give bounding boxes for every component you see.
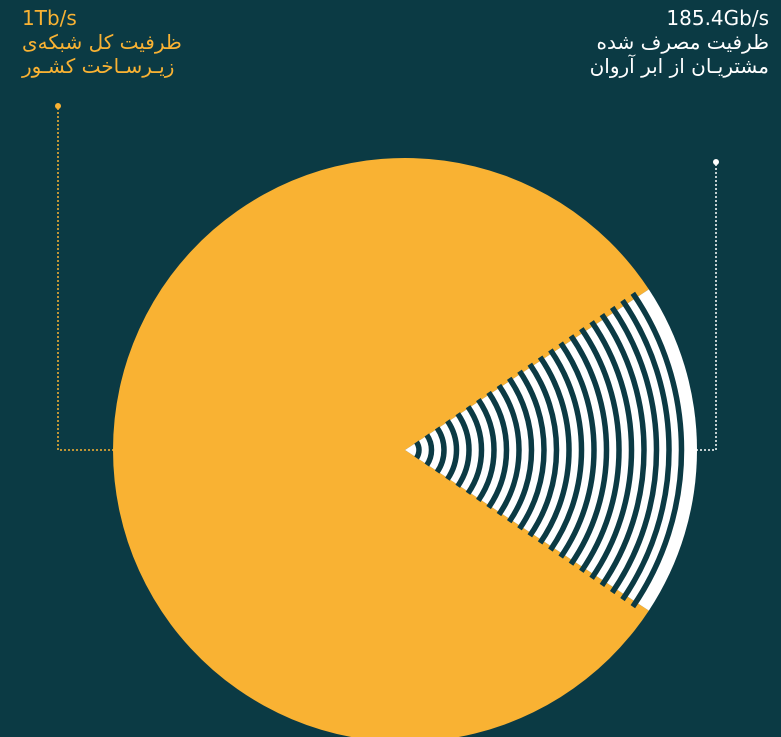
stripe bbox=[434, 426, 447, 474]
stripe bbox=[486, 390, 510, 510]
stripe bbox=[568, 334, 610, 566]
stripe bbox=[517, 369, 547, 531]
stripe bbox=[476, 398, 497, 502]
stripe bbox=[558, 341, 597, 559]
stripe bbox=[548, 348, 585, 552]
category-label: ظرفیت مصرف شده bbox=[596, 30, 769, 54]
stripe bbox=[537, 355, 572, 545]
total-label: 1Tb/s ظرفیت کل شبکه‌ی زیـرسـاخت کشـور bbox=[22, 6, 182, 78]
stripe bbox=[445, 419, 460, 481]
used-label: 185.4Gb/s ظرفیت مصرف شده مشتریـان از ابر… bbox=[590, 6, 769, 78]
stripe bbox=[424, 433, 435, 467]
stripe bbox=[589, 320, 635, 580]
leader-dot bbox=[713, 159, 719, 165]
stripe bbox=[599, 313, 647, 587]
category-label: زیـرسـاخت کشـور bbox=[22, 54, 175, 78]
value-label: 1Tb/s bbox=[22, 6, 77, 30]
stripe bbox=[620, 298, 672, 602]
stripe bbox=[506, 376, 535, 524]
stripe bbox=[455, 412, 472, 488]
pie-slice bbox=[405, 289, 697, 611]
value-label: 185.4Gb/s bbox=[666, 6, 769, 30]
leader-dot bbox=[55, 103, 61, 109]
category-label: مشتریـان از ابر آروان bbox=[589, 54, 769, 78]
category-label: ظرفیت کل شبکه‌ی bbox=[22, 30, 182, 54]
stripe bbox=[496, 383, 522, 517]
stripe bbox=[465, 405, 485, 495]
stripe bbox=[630, 291, 685, 609]
stripe bbox=[579, 327, 622, 573]
pie-slice bbox=[113, 158, 649, 737]
stripe bbox=[609, 305, 660, 595]
stripe bbox=[527, 362, 560, 538]
stripe bbox=[414, 440, 422, 460]
leader-line bbox=[57, 108, 115, 451]
